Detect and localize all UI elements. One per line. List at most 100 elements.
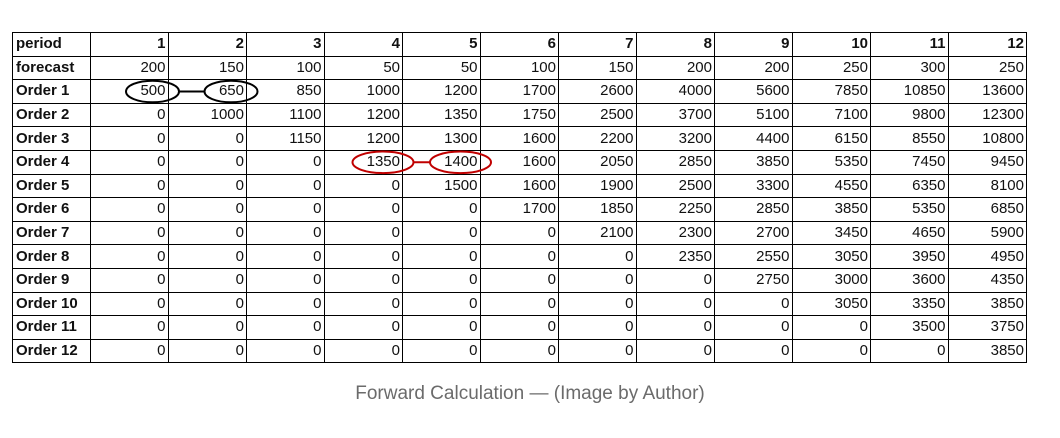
table-cell: 0 [402,197,481,222]
table-cell: 3600 [870,267,949,293]
table-cell: 3350 [870,291,949,317]
table-cell: 1600 [479,126,559,151]
table-cell: 1500 [402,173,481,199]
table-cell: 3850 [947,338,1027,364]
table-cell: 4 [323,32,403,57]
table-cell: 50 [402,55,481,81]
table-cell: 7100 [791,102,871,128]
table-cell: 3 [246,32,325,57]
row-label: Order 6 [12,197,91,222]
table-cell: 2850 [635,149,715,175]
table-cell: 6 [479,32,559,57]
table-cell: 0 [90,315,169,340]
table-cell: 2300 [635,220,715,246]
table-cell: 12 [947,32,1027,57]
forward-calculation-table: period 1 2 3 4 5 6 7 8 9 10 11 12 forecast 200 150 100 50… [12,32,1027,364]
table-cell: 3000 [791,267,871,293]
table-cell: 0 [323,338,403,364]
table-cell: 13600 [947,79,1027,104]
table-cell: 5100 [714,102,793,128]
table-cell: 1600 [479,149,559,175]
table-cell: 650 [167,79,247,104]
table-cell: 10 [791,32,871,57]
table-row: Order 4 0 0 0 1350 1400 1600 2050 2850 3850 5350 74… [12,149,1027,175]
table-cell: 0 [90,102,169,128]
table-cell: 100 [246,55,325,81]
table-cell: 200 [714,55,793,81]
table-cell: 3050 [791,291,871,317]
table-row: Order 8 0 0 0 0 0 0 0 2350 2550 3050 3950 4950 [12,244,1027,269]
table-cell: 0 [558,244,637,269]
table-cell: 0 [246,315,325,340]
table-cell: 200 [635,55,715,81]
table-cell: 0 [90,173,169,199]
table-cell: 8100 [947,173,1027,199]
table-cell: 1150 [246,126,325,151]
table-cell: 150 [167,55,247,81]
table-cell: 7850 [791,79,871,104]
table-cell: 0 [167,315,247,340]
table-row: Order 5 0 0 0 0 1500 1600 1900 2500 3300 4550 6350 8… [12,173,1027,199]
table-cell: 0 [246,291,325,317]
table-cell: 0 [402,338,481,364]
table-cell: 3200 [635,126,715,151]
table-row: Order 11 0 0 0 0 0 0 0 0 0 0 3500 3750 [12,315,1027,340]
table-cell: 0 [479,291,559,317]
table-cell: 0 [479,267,559,293]
table-cell: 0 [714,338,793,364]
table-cell: 2750 [714,267,793,293]
table-cell: 0 [635,291,715,317]
table-cell: 4550 [791,173,871,199]
table-cell: 3300 [714,173,793,199]
table-cell: 7 [558,32,637,57]
table-row: Order 3 0 0 1150 1200 1300 1600 2200 3200 4400 615… [12,126,1027,151]
table-cell: 0 [714,291,793,317]
table-cell: 0 [791,338,871,364]
row-label: Order 10 [12,291,91,317]
table-cell: 8550 [870,126,949,151]
table-cell: 0 [402,291,481,317]
header-row: period 1 2 3 4 5 6 7 8 9 10 11 12 [12,32,1027,57]
table-cell: 0 [323,197,403,222]
table-cell: 0 [90,338,169,364]
table-cell: 4400 [714,126,793,151]
table-cell: 5 [402,32,481,57]
table-cell: 0 [167,126,247,151]
row-label: Order 3 [12,126,91,151]
table-cell: 0 [558,338,637,364]
table-row: Order 10 0 0 0 0 0 0 0 0 0 3050 3350 3850 [12,291,1027,317]
table-cell: 9 [714,32,793,57]
table-cell: 0 [635,315,715,340]
table-cell: 0 [90,267,169,293]
table-cell: 1200 [402,79,481,104]
table-cell: 1000 [167,102,247,128]
table-cell: 4000 [635,79,715,104]
table-cell: 500 [90,79,169,104]
table-cell: 1400 [402,149,481,175]
table-cell: 3450 [791,220,871,246]
table-cell: 0 [558,267,637,293]
table-cell: 0 [167,173,247,199]
table-cell: 0 [246,244,325,269]
table-cell: 0 [323,291,403,317]
row-label: Order 4 [12,149,91,175]
row-label: Order 8 [12,244,91,269]
table-cell: 0 [870,338,949,364]
table-cell: 250 [791,55,871,81]
table-cell: 0 [246,197,325,222]
table-cell: 0 [323,267,403,293]
table-cell: 3850 [791,197,871,222]
table-row: Order 7 0 0 0 0 0 0 2100 2300 2700 3450 4650 5900 [12,220,1027,246]
row-label: Order 11 [12,315,91,340]
table-cell: 0 [558,291,637,317]
table-cell: 1600 [479,173,559,199]
table-cell: 1300 [402,126,481,151]
table-cell: 6150 [791,126,871,151]
table-cell: 0 [246,173,325,199]
table-cell: 2850 [714,197,793,222]
table-cell: 1850 [558,197,637,222]
table-cell: 5900 [947,220,1027,246]
table-cell: 2500 [558,102,637,128]
table-cell: 2100 [558,220,637,246]
table-cell: 0 [246,220,325,246]
